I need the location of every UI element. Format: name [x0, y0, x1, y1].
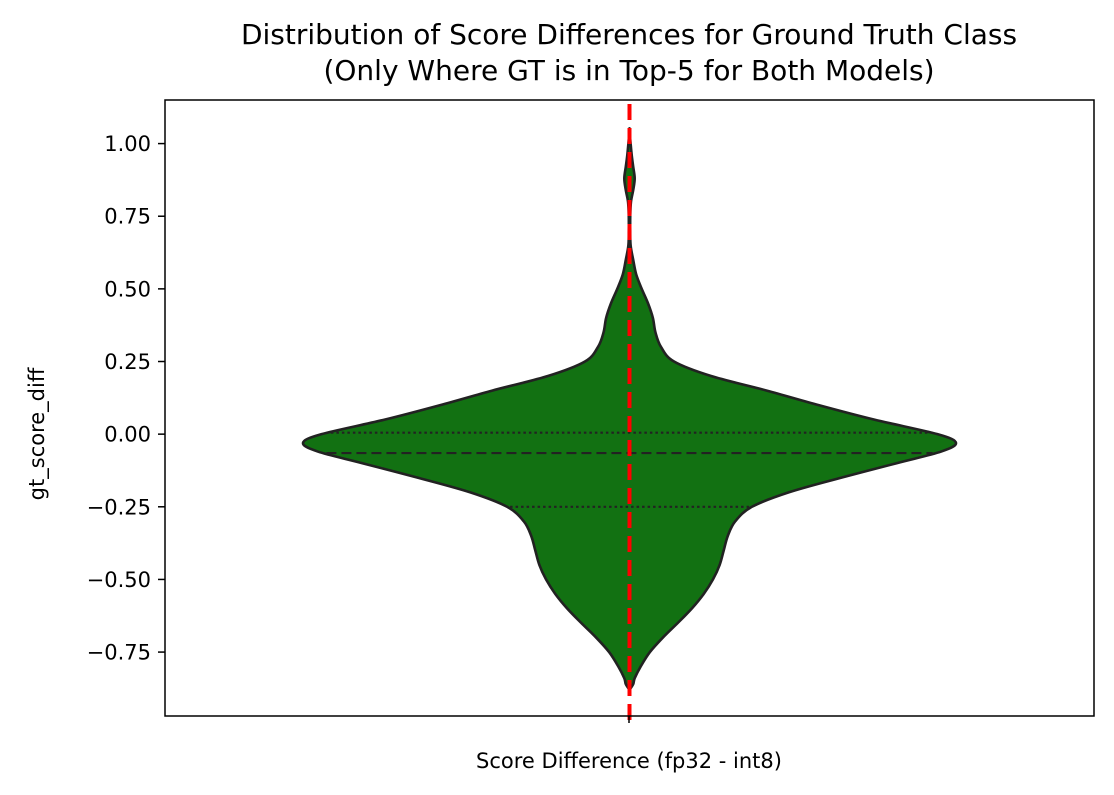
chart-title-line1: Distribution of Score Differences for Gr…: [241, 18, 1017, 51]
y-tick-label: −0.50: [87, 568, 151, 592]
y-axis: −0.75 −0.50 −0.25 0.00 0.25 0.50 0.75 1.00: [87, 132, 165, 665]
y-tick-label: 0.75: [104, 205, 151, 229]
y-tick-label: −0.25: [87, 495, 151, 519]
y-tick-label: 1.00: [104, 132, 151, 156]
chart-title-line2: (Only Where GT is in Top-5 for Both Mode…: [323, 54, 934, 87]
y-tick-label: 0.00: [104, 423, 151, 447]
y-axis-label: gt_score_diff: [25, 367, 50, 500]
plot-area: [301, 104, 958, 722]
y-tick-label: −0.75: [87, 641, 151, 665]
x-axis-label: Score Difference (fp32 - int8): [476, 749, 782, 773]
y-tick-label: 0.50: [104, 277, 151, 301]
y-tick-label: 0.25: [104, 350, 151, 374]
